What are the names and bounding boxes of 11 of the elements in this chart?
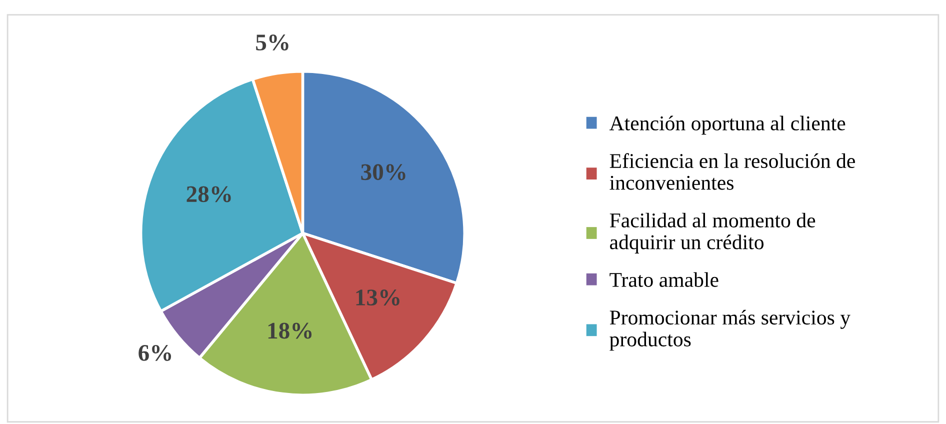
data-label: 18% <box>268 322 312 339</box>
data-label: 5% <box>256 34 288 51</box>
data-label: 6% <box>138 344 172 361</box>
data-label: 30% <box>361 164 406 180</box>
legend-label: Eficiencia en la resolución de inconvenientes <box>610 153 855 190</box>
data-label: 28% <box>186 186 231 202</box>
legend-label: Atención oportuna al cliente <box>609 116 846 135</box>
data-label: 13% <box>356 290 400 306</box>
legend-label: Promocionar más servicios y productos <box>610 310 850 351</box>
legend-label: Facilidad al momento de adquirir un crédito <box>610 212 816 254</box>
legend-label: Trato amable <box>610 272 718 287</box>
